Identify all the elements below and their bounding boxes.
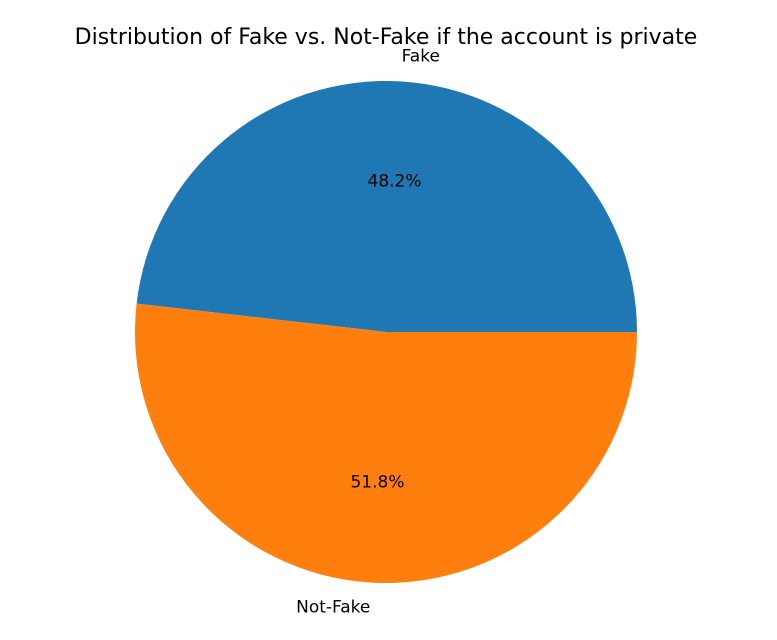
pie-slices (135, 81, 637, 584)
percent-label-not-fake: 51.8% (350, 472, 404, 492)
chart-title: Distribution of Fake vs. Not-Fake if the… (75, 25, 698, 50)
slice-label-not-fake: Not-Fake (296, 598, 370, 618)
pie-labels: Fake 48.2% Not-Fake 51.8% (296, 46, 440, 617)
pie-slice-fake (136, 81, 637, 332)
pie-slice-not-fake (135, 303, 637, 584)
percent-label-fake: 48.2% (368, 172, 422, 192)
slice-label-fake: Fake (402, 46, 440, 66)
